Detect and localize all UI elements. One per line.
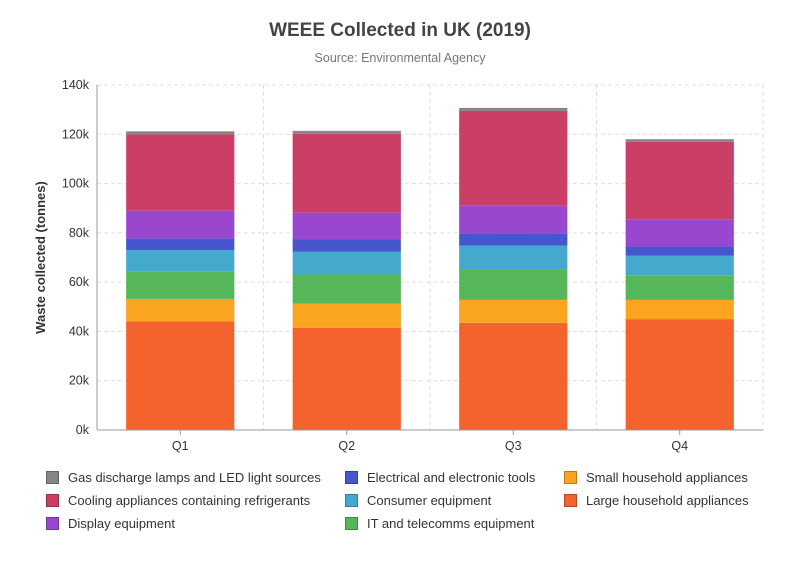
bar-segment bbox=[126, 298, 235, 322]
legend-label: Cooling appliances containing refrigeran… bbox=[68, 493, 311, 508]
bar-segment bbox=[459, 269, 568, 300]
y-tick-label: 40k bbox=[69, 324, 90, 338]
legend-label: Gas discharge lamps and LED light source… bbox=[68, 470, 321, 485]
y-tick-label: 100k bbox=[62, 177, 90, 191]
y-tick-label: 20k bbox=[69, 374, 90, 388]
legend-label: Small household appliances bbox=[586, 470, 748, 485]
bar-segment bbox=[292, 303, 401, 328]
bar-segment bbox=[625, 319, 734, 430]
bar-segment bbox=[126, 238, 235, 251]
y-axis-label: Waste collected (tonnes) bbox=[33, 181, 48, 334]
legend-swatch bbox=[46, 471, 59, 484]
bar-segment bbox=[625, 219, 734, 247]
legend-item[interactable]: Electrical and electronic tools bbox=[345, 470, 535, 485]
chart-subtitle: Source: Environmental Agency bbox=[314, 51, 486, 65]
bar-segment bbox=[459, 245, 568, 270]
bar-segment bbox=[292, 274, 401, 304]
x-tick-label: Q1 bbox=[172, 439, 189, 453]
bar-segment bbox=[126, 131, 235, 135]
bar-segment bbox=[292, 251, 401, 275]
bar-segment bbox=[126, 134, 235, 211]
bar-segment bbox=[126, 321, 235, 430]
bar-segment bbox=[459, 299, 568, 323]
legend-label: Consumer equipment bbox=[367, 493, 492, 508]
legend-item[interactable]: Gas discharge lamps and LED light source… bbox=[46, 470, 321, 485]
legend-swatch bbox=[564, 494, 577, 507]
legend-swatch bbox=[345, 494, 358, 507]
legend-swatch bbox=[345, 517, 358, 530]
legend-swatch bbox=[564, 471, 577, 484]
y-tick-label: 140k bbox=[62, 78, 90, 92]
bar-segment bbox=[292, 327, 401, 430]
legend-swatch bbox=[345, 471, 358, 484]
y-tick-label: 120k bbox=[62, 127, 90, 141]
bar-segment bbox=[126, 210, 235, 239]
legend-item[interactable]: Large household appliances bbox=[564, 493, 749, 508]
bar-segment bbox=[625, 275, 734, 300]
legend-label: Large household appliances bbox=[586, 493, 749, 508]
bar-segment bbox=[625, 299, 734, 320]
legend-swatch bbox=[46, 517, 59, 530]
bar-segment bbox=[459, 110, 568, 206]
legend-item[interactable]: Cooling appliances containing refrigeran… bbox=[46, 493, 310, 508]
legend-item[interactable]: Consumer equipment bbox=[345, 493, 491, 508]
chart-title: WEEE Collected in UK (2019) bbox=[269, 20, 531, 41]
bar-segment bbox=[459, 205, 568, 234]
bar-segment bbox=[126, 250, 235, 272]
legend-label: IT and telecomms equipment bbox=[367, 516, 535, 531]
bar-segment bbox=[625, 141, 734, 220]
bar-segment bbox=[292, 130, 401, 134]
legend-item[interactable]: Display equipment bbox=[46, 516, 175, 531]
legend-item[interactable]: IT and telecomms equipment bbox=[345, 516, 534, 531]
legend-label: Display equipment bbox=[68, 516, 175, 531]
bar-segment bbox=[625, 255, 734, 276]
bar-segment bbox=[459, 322, 568, 430]
y-tick-label: 80k bbox=[69, 226, 90, 240]
x-tick-label: Q4 bbox=[671, 439, 688, 453]
legend-item[interactable]: Small household appliances bbox=[564, 470, 748, 485]
bar-segment bbox=[292, 133, 401, 213]
y-tick-label: 0k bbox=[76, 423, 90, 437]
bar-segment bbox=[459, 107, 568, 111]
legend-swatch bbox=[46, 494, 59, 507]
bar-segment bbox=[625, 246, 734, 256]
plot-area: 0k 20k 40k 60k 80k 100k 120k 140k Q1 Q2 Q3 Q4 Waste … bbox=[33, 78, 764, 453]
bar-segment bbox=[126, 271, 235, 299]
bar-segment bbox=[459, 233, 568, 246]
bar-segment bbox=[625, 139, 734, 142]
bar-segment bbox=[292, 212, 401, 240]
x-tick-label: Q3 bbox=[505, 439, 522, 453]
legend-label: Electrical and electronic tools bbox=[367, 470, 536, 485]
x-tick-label: Q2 bbox=[338, 439, 355, 453]
bar-segment bbox=[292, 239, 401, 252]
y-tick-label: 60k bbox=[69, 275, 90, 289]
